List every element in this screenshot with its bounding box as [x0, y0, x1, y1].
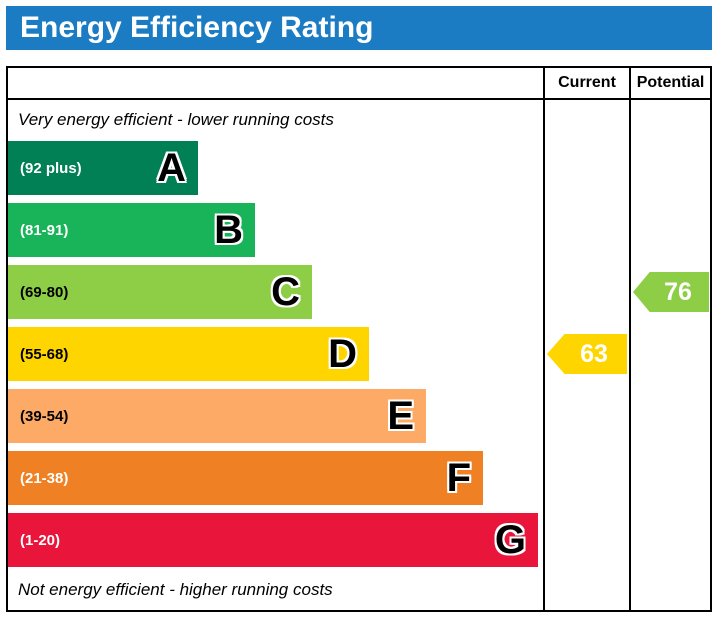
band-row-c: (69-80) C — [8, 265, 312, 319]
band-row-g: (1-20) G — [8, 513, 538, 567]
band-c-letter: C — [271, 270, 300, 314]
band-b-letter: B — [214, 208, 243, 252]
potential-column-divider — [629, 68, 631, 610]
chart-frame: Current Potential Very energy efficient … — [6, 66, 712, 612]
band-c: (69-80) C — [8, 265, 312, 319]
band-d-letter: D — [328, 332, 357, 376]
band-g: (1-20) G — [8, 513, 538, 567]
band-a-letter: A — [157, 146, 186, 190]
band-f-range: (21-38) — [20, 469, 69, 487]
band-g-range: (1-20) — [20, 531, 61, 549]
band-b: (81-91) B — [8, 203, 255, 257]
title-bar: Energy Efficiency Rating — [6, 6, 712, 50]
band-b-range: (81-91) — [20, 221, 69, 239]
potential-rating-value: 76 — [664, 277, 692, 306]
band-e: (39-54) E — [8, 389, 426, 443]
band-row-a: (92 plus) A — [8, 141, 198, 195]
band-row-f: (21-38) F — [8, 451, 483, 505]
band-d-range: (55-68) — [20, 345, 69, 363]
top-caption: Very energy efficient - lower running co… — [18, 110, 334, 129]
band-e-range: (39-54) — [20, 407, 69, 425]
band-g-letter: G — [494, 518, 526, 562]
current-rating-value: 63 — [580, 339, 608, 368]
band-c-range: (69-80) — [20, 283, 69, 301]
header-row — [8, 68, 710, 100]
chart-area: Current Potential Very energy efficient … — [8, 68, 710, 610]
band-row-e: (39-54) E — [8, 389, 426, 443]
band-f-letter: F — [446, 456, 471, 500]
page-title: Energy Efficiency Rating — [20, 11, 374, 44]
potential-column-header: Potential — [636, 74, 705, 91]
bottom-caption: Not energy efficient - higher running co… — [18, 580, 333, 599]
band-e-letter: E — [387, 394, 414, 438]
band-a-range: (92 plus) — [20, 159, 82, 177]
potential-rating-arrow: 76 — [633, 272, 709, 312]
band-d: (55-68) D — [8, 327, 369, 381]
current-column-header: Current — [558, 74, 616, 91]
band-a: (92 plus) A — [8, 141, 198, 195]
band-row-b: (81-91) B — [8, 203, 255, 257]
band-row-d: (55-68) D — [8, 327, 369, 381]
band-f: (21-38) F — [8, 451, 483, 505]
current-column-divider — [543, 68, 545, 610]
current-rating-arrow: 63 — [547, 334, 627, 374]
